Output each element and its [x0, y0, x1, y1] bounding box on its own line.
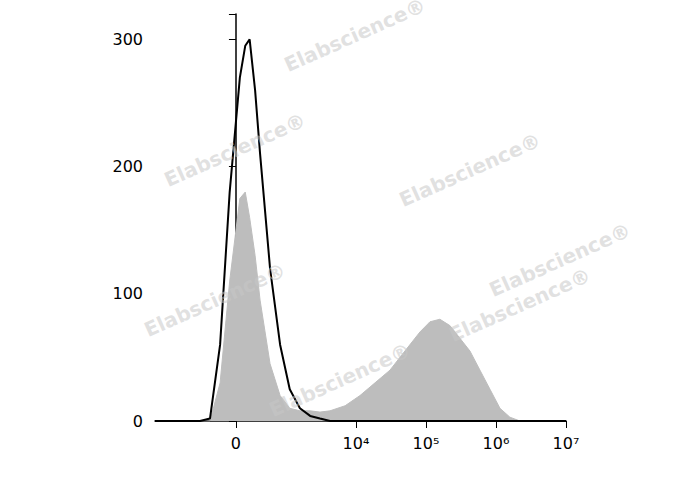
- svg-text:0: 0: [231, 434, 241, 453]
- svg-text:Elabscience®: Elabscience®: [266, 338, 415, 422]
- svg-text:200: 200: [112, 157, 143, 176]
- svg-text:10⁷: 10⁷: [553, 434, 580, 453]
- svg-text:10⁶: 10⁶: [483, 434, 510, 453]
- svg-text:Elabscience®: Elabscience®: [161, 108, 310, 192]
- svg-text:Elabscience®: Elabscience®: [396, 128, 545, 212]
- svg-text:10⁵: 10⁵: [413, 434, 440, 453]
- svg-text:Elabscience®: Elabscience®: [485, 218, 635, 302]
- svg-text:Elabscience®: Elabscience®: [446, 263, 595, 347]
- svg-text:100: 100: [112, 284, 143, 303]
- svg-text:Elabscience®: Elabscience®: [141, 258, 290, 342]
- svg-text:Elabscience®: Elabscience®: [281, 0, 430, 77]
- svg-text:0: 0: [133, 412, 143, 431]
- svg-text:300: 300: [112, 30, 143, 49]
- svg-text:10⁴: 10⁴: [343, 434, 370, 453]
